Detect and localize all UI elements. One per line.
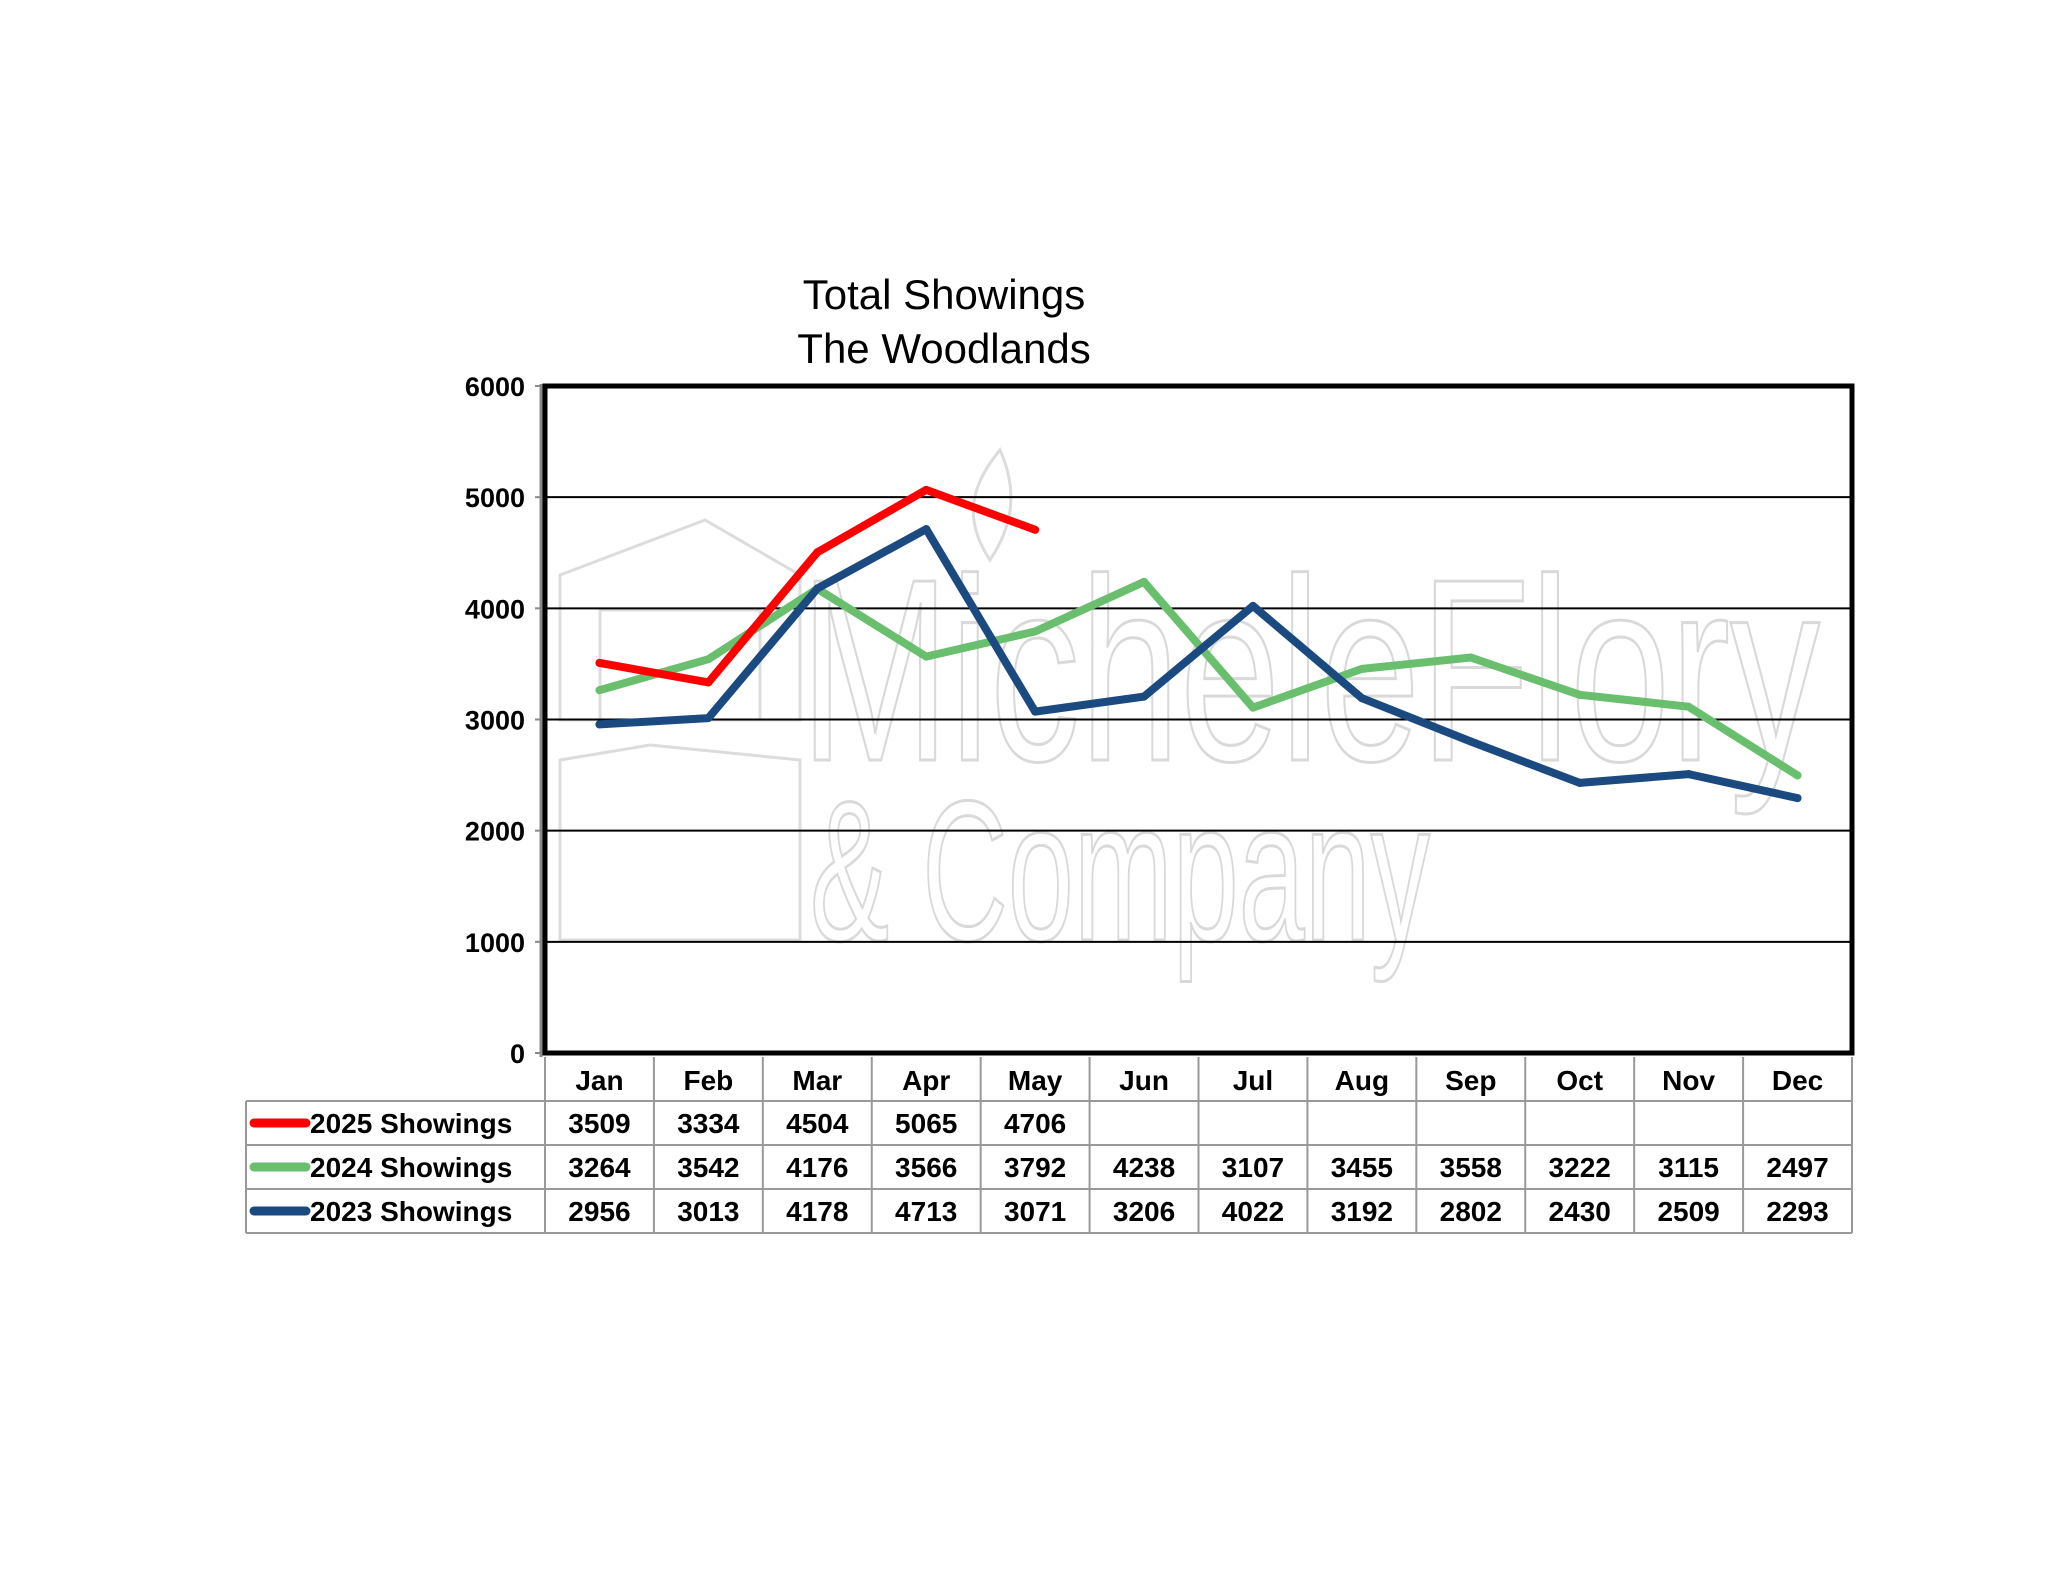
table-header-aug: Aug [1335, 1065, 1389, 1096]
point-s0-apr [922, 485, 931, 494]
table-header-mar: Mar [792, 1065, 842, 1096]
point-s2-oct [1575, 778, 1584, 787]
table-cell-s1-jul: 3107 [1222, 1152, 1284, 1183]
legend-label-2: 2023 Showings [310, 1196, 512, 1227]
ytick-label-1000: 1000 [465, 928, 525, 958]
point-s1-dec [1793, 771, 1802, 780]
table-cell-s0-mar: 4504 [786, 1108, 849, 1139]
point-s2-jan [595, 720, 604, 729]
point-s0-jan [595, 658, 604, 667]
table-cell-s2-apr: 4713 [895, 1196, 957, 1227]
table-cell-s1-dec: 2497 [1766, 1152, 1828, 1183]
point-s2-feb [704, 714, 713, 723]
point-s1-sep [1466, 653, 1475, 662]
point-s1-may [1031, 627, 1040, 636]
table-cell-s1-sep: 3558 [1440, 1152, 1502, 1183]
watermark-leaf-icon [971, 447, 1013, 563]
table-cell-s2-oct: 2430 [1549, 1196, 1611, 1227]
table-cell-s0-may: 4706 [1004, 1108, 1066, 1139]
point-s1-aug [1357, 664, 1366, 673]
table-cell-s1-may: 3792 [1004, 1152, 1066, 1183]
series-line-1 [595, 577, 1802, 780]
point-s2-nov [1684, 770, 1693, 779]
series-line-2 [595, 525, 1802, 803]
point-s1-apr [922, 652, 931, 661]
table-header-may: May [1008, 1065, 1063, 1096]
ytick-label-3000: 3000 [465, 706, 525, 736]
watermark-line-2: & Company [810, 760, 1430, 983]
table-cell-s2-dec: 2293 [1766, 1196, 1828, 1227]
point-s2-jun [1140, 692, 1149, 701]
point-s1-jul [1248, 703, 1257, 712]
table-cell-s2-mar: 4178 [786, 1196, 848, 1227]
table-cell-s2-jan: 2956 [568, 1196, 630, 1227]
table-header-feb: Feb [683, 1065, 733, 1096]
point-s2-jul [1248, 601, 1257, 610]
ytick-label-6000: 6000 [465, 372, 525, 402]
table-header-jun: Jun [1119, 1065, 1169, 1096]
point-s0-mar [813, 548, 822, 557]
table-cell-s0-jan: 3509 [568, 1108, 630, 1139]
table-cell-s1-mar: 4176 [786, 1152, 848, 1183]
table-cell-s1-aug: 3455 [1331, 1152, 1393, 1183]
gridlines [545, 496, 1852, 943]
point-s0-feb [704, 678, 713, 687]
table-cell-s1-apr: 3566 [895, 1152, 957, 1183]
table-cell-s1-nov: 3115 [1658, 1152, 1719, 1183]
legend-label-0: 2025 Showings [310, 1108, 512, 1139]
chart-title-line-1: Total Showings [803, 271, 1086, 318]
series-lines [595, 485, 1802, 803]
table-header-apr: Apr [902, 1065, 950, 1096]
table-header-jan: Jan [575, 1065, 623, 1096]
data-table: Jan Feb Mar Apr May Jun Jul Aug Sep Oct Nov Dec 2025… [245, 1057, 1853, 1234]
table-cell-s0-apr: 5065 [895, 1108, 957, 1139]
point-s2-aug [1357, 694, 1366, 703]
point-s2-mar [813, 584, 822, 593]
table-header-nov: Nov [1662, 1065, 1715, 1096]
table-cell-s2-jun: 3206 [1113, 1196, 1175, 1227]
table-cell-s2-may: 3071 [1004, 1196, 1066, 1227]
ytick-label-0: 0 [510, 1039, 525, 1069]
y-axis-ticks: 0 1000 2000 3000 4000 5000 6000 [465, 372, 545, 1069]
point-s1-nov [1684, 702, 1693, 711]
point-s1-jan [595, 686, 604, 695]
point-s0-may [1031, 525, 1040, 534]
ytick-label-4000: 4000 [465, 594, 525, 624]
point-s2-dec [1793, 794, 1802, 803]
table-cell-s0-feb: 3334 [677, 1108, 740, 1139]
table-header-oct: Oct [1556, 1065, 1603, 1096]
table-cell-s2-aug: 3192 [1331, 1196, 1393, 1227]
point-s1-oct [1575, 690, 1584, 699]
point-s1-feb [704, 655, 713, 664]
table-cell-s2-sep: 2802 [1440, 1196, 1502, 1227]
table-cell-s1-jan: 3264 [568, 1152, 631, 1183]
table-cell-s2-feb: 3013 [677, 1196, 739, 1227]
table-cell-s1-oct: 3222 [1549, 1152, 1611, 1183]
ytick-label-2000: 2000 [465, 817, 525, 847]
table-header-sep: Sep [1445, 1065, 1496, 1096]
watermark-line-1: MicheleFlory [800, 526, 1820, 817]
table-cell-s2-nov: 2509 [1657, 1196, 1719, 1227]
legend-label-1: 2024 Showings [310, 1152, 512, 1183]
table-header-dec: Dec [1772, 1065, 1823, 1096]
plot-border [542, 383, 1855, 1056]
point-s2-sep [1466, 737, 1475, 746]
table-cell-s1-feb: 3542 [677, 1152, 739, 1183]
chart-title-line-2: The Woodlands [797, 325, 1090, 372]
watermark-logo: MicheleFlory & Company [558, 447, 1822, 985]
watermark-house-icon [558, 518, 802, 942]
table-cell-s1-jun: 4238 [1113, 1152, 1175, 1183]
table-header-jul: Jul [1233, 1065, 1273, 1096]
plot-frame [539, 383, 1855, 1057]
point-s2-may [1031, 707, 1040, 716]
point-s1-jun [1140, 577, 1149, 586]
point-s2-apr [922, 525, 931, 534]
ytick-label-5000: 5000 [465, 483, 525, 513]
table-cell-s2-jul: 4022 [1222, 1196, 1284, 1227]
